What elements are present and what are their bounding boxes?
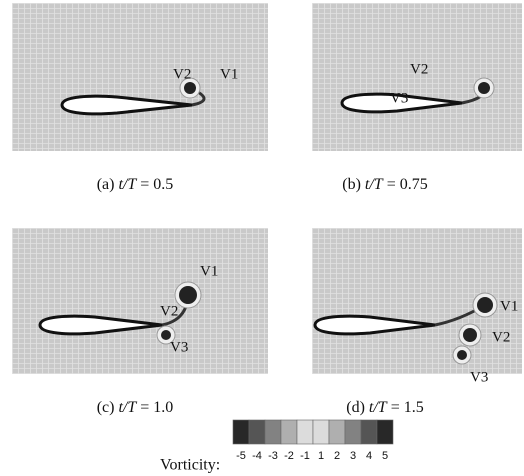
caption-value: = 0.5: [140, 176, 173, 193]
colorbar-tick-label: -2: [284, 450, 294, 462]
colorbar-cell: [345, 420, 361, 444]
panel-caption: (c)t/T= 1.0: [97, 399, 174, 416]
caption-tag: (a): [97, 176, 115, 193]
colorbar-tick-label: -4: [252, 450, 262, 462]
colorbar-tick-label: -5: [236, 450, 246, 462]
colorbar-cell: [361, 420, 377, 444]
vortex-label: V1: [220, 66, 238, 82]
vortex-label: V2: [492, 329, 510, 345]
mesh-background: [12, 228, 268, 374]
vortex-label: V2: [173, 66, 191, 82]
vortex-core: [463, 328, 477, 342]
colorbar-tick-label: 4: [366, 450, 372, 462]
colorbar-cell: [377, 420, 393, 444]
vortex-label: V1: [500, 298, 518, 314]
vortex-core: [184, 82, 196, 94]
vortex-label: V3: [470, 369, 488, 385]
colorbar-cell: [313, 420, 329, 444]
colorbar-cell: [265, 420, 281, 444]
flow-panel: V2 V1: [12, 3, 268, 151]
panel-caption: (b)t/T= 0.75: [342, 176, 427, 193]
flow-panel: V1 V2 V3: [12, 228, 268, 374]
colorbar-cell: [329, 420, 345, 444]
colorbar-label: Vorticity:: [160, 457, 220, 474]
panel-caption: (a)t/T= 0.5: [97, 176, 174, 193]
caption-variable: t/T: [118, 399, 137, 416]
vortex-label: V2: [410, 61, 428, 77]
vortex-label: V2: [160, 303, 178, 319]
colorbar-tick-label: 1: [318, 450, 324, 462]
vortex-label: V3: [170, 339, 188, 355]
colorbar-tick-label: -3: [268, 450, 278, 462]
vortex-label: V1: [200, 263, 218, 279]
vortex-label: V3: [390, 90, 408, 106]
colorbar-cell: [281, 420, 297, 444]
colorbar-cell: [233, 420, 249, 444]
vortex-core: [457, 350, 467, 360]
figure: Vorticity: V2V1(a)t/T= 0.5V2V3(b)t/T= 0.…: [0, 0, 524, 476]
colorbar-tick-label: 3: [350, 450, 356, 462]
caption-tag: (b): [342, 176, 361, 193]
caption-variable: t/T: [118, 176, 137, 193]
colorbar-tick-label: 5: [382, 450, 388, 462]
vortex-core: [179, 286, 197, 304]
flow-panel: V1 V2 V3: [312, 228, 522, 385]
colorbar-tick-label: -1: [300, 450, 310, 462]
caption-variable: t/T: [365, 176, 384, 193]
caption-tag: (c): [97, 399, 115, 416]
vortex-core: [477, 297, 493, 313]
caption-value: = 1.0: [140, 399, 173, 416]
colorbar-tick-label: 2: [334, 450, 340, 462]
caption-variable: t/T: [369, 399, 388, 416]
vortex-core: [478, 82, 490, 94]
colorbar-cell: [297, 420, 313, 444]
colorbar-cell: [249, 420, 265, 444]
panel-caption: (d)t/T= 1.5: [346, 399, 423, 416]
caption-value: = 0.75: [387, 176, 428, 193]
caption-tag: (d): [346, 399, 365, 416]
caption-value: = 1.5: [391, 399, 424, 416]
